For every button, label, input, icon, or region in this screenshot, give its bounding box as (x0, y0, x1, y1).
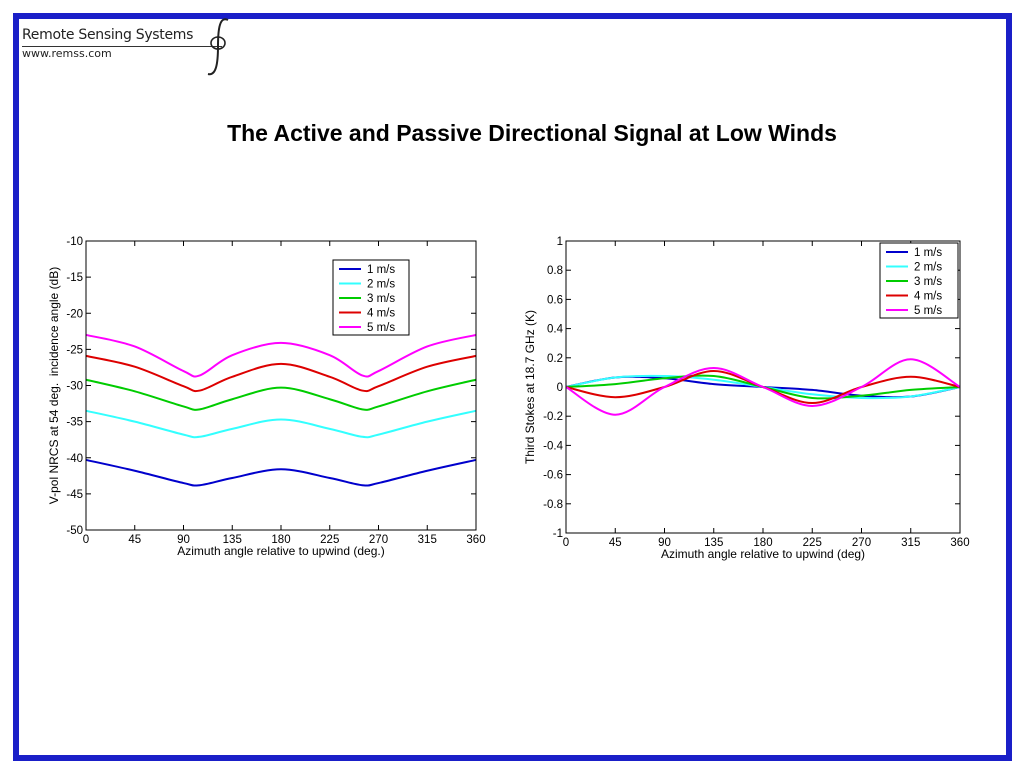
y-tick-label: -50 (66, 525, 83, 537)
legend-label-3: 3 m/s (367, 293, 395, 305)
legend-label-2: 2 m/s (914, 262, 942, 274)
legend-label-2: 2 m/s (367, 279, 395, 291)
x-axis-label: Azimuth angle relative to upwind (deg.) (177, 544, 384, 558)
y-tick-label: -0.2 (543, 411, 563, 423)
slide-frame (13, 13, 1012, 761)
x-tick-label: 180 (753, 537, 772, 549)
legend-label-5: 5 m/s (914, 305, 942, 317)
integral-phi-icon (207, 18, 229, 76)
chart-third-stokes: 0 45 90 135 180 225 270 315 360 1 0.8 0.6 0.4 0.2 0 -0.… (523, 236, 970, 561)
x-tick-label: 135 (223, 534, 242, 546)
x-tick-label: 225 (803, 537, 822, 549)
x-tick-label: 360 (466, 534, 485, 546)
y-tick-label: -0.8 (543, 499, 563, 511)
x-tick-label: 45 (128, 534, 141, 546)
y-tick-label: 1 (557, 236, 563, 248)
y-tick-label: 0.6 (547, 294, 563, 306)
legend-label-4: 4 m/s (914, 291, 942, 303)
y-tick-label: -15 (66, 272, 83, 284)
legend-label-1: 1 m/s (914, 247, 942, 259)
x-tick-label: 315 (418, 534, 437, 546)
y-tick-label: -10 (66, 236, 83, 248)
x-tick-label: 180 (271, 534, 290, 546)
y-tick-label: 0 (557, 382, 563, 394)
y-tick-label: -20 (66, 308, 83, 320)
legend-label-3: 3 m/s (914, 276, 942, 288)
y-tick-label: 0.2 (547, 353, 563, 365)
org-name: Remote Sensing Systems (22, 27, 194, 43)
y-tick-label: 0.8 (547, 265, 563, 277)
x-tick-label: 0 (563, 537, 569, 549)
y-tick-label: -45 (66, 489, 83, 501)
y-tick-label: -0.4 (543, 440, 563, 452)
legend-label-1: 1 m/s (367, 264, 395, 276)
page-title: The Active and Passive Directional Signa… (227, 120, 837, 146)
chart-nrcs: 0 45 90 135 180 225 270 315 360 -10 -15 -20 -25 -30 -3… (47, 236, 486, 558)
y-axis-label: V-pol NRCS at 54 deg. incidence angle (d… (47, 267, 61, 504)
x-tick-label: 90 (177, 534, 190, 546)
y-tick-label: 0.4 (547, 324, 564, 336)
x-tick-label: 360 (950, 537, 969, 549)
plot-frame (85, 240, 477, 531)
x-tick-label: 135 (704, 537, 723, 549)
plot-frame (565, 240, 961, 534)
logo-rule (22, 46, 222, 47)
legend-label-5: 5 m/s (367, 322, 395, 334)
y-tick-label: -30 (66, 381, 83, 393)
series-line-2 (85, 409, 477, 439)
series-line-4 (85, 354, 477, 393)
x-tick-label: 270 (369, 534, 388, 546)
series-line-5 (565, 358, 961, 416)
y-tick-label: -35 (66, 417, 83, 429)
y-tick-label: -40 (66, 453, 83, 465)
x-tick-label: 315 (901, 537, 920, 549)
y-tick-label: -1 (553, 528, 563, 540)
x-tick-label: 225 (320, 534, 339, 546)
y-tick-label: -0.6 (543, 470, 563, 482)
series-line-3 (85, 378, 477, 411)
x-tick-label: 90 (658, 537, 671, 549)
y-tick-label: -25 (66, 344, 83, 356)
series-line-1 (85, 458, 477, 487)
x-tick-label: 0 (83, 534, 89, 546)
series-line-5 (85, 333, 477, 378)
x-axis-label: Azimuth angle relative to upwind (deg) (661, 547, 865, 561)
y-axis-label: Third Stokes at 18.7 GHz (K) (523, 310, 537, 464)
logo: Remote Sensing Systems www.remss.com (22, 18, 232, 76)
x-tick-label: 270 (852, 537, 871, 549)
legend-label-4: 4 m/s (367, 308, 395, 320)
x-tick-label: 45 (609, 537, 622, 549)
org-url: www.remss.com (22, 47, 112, 60)
